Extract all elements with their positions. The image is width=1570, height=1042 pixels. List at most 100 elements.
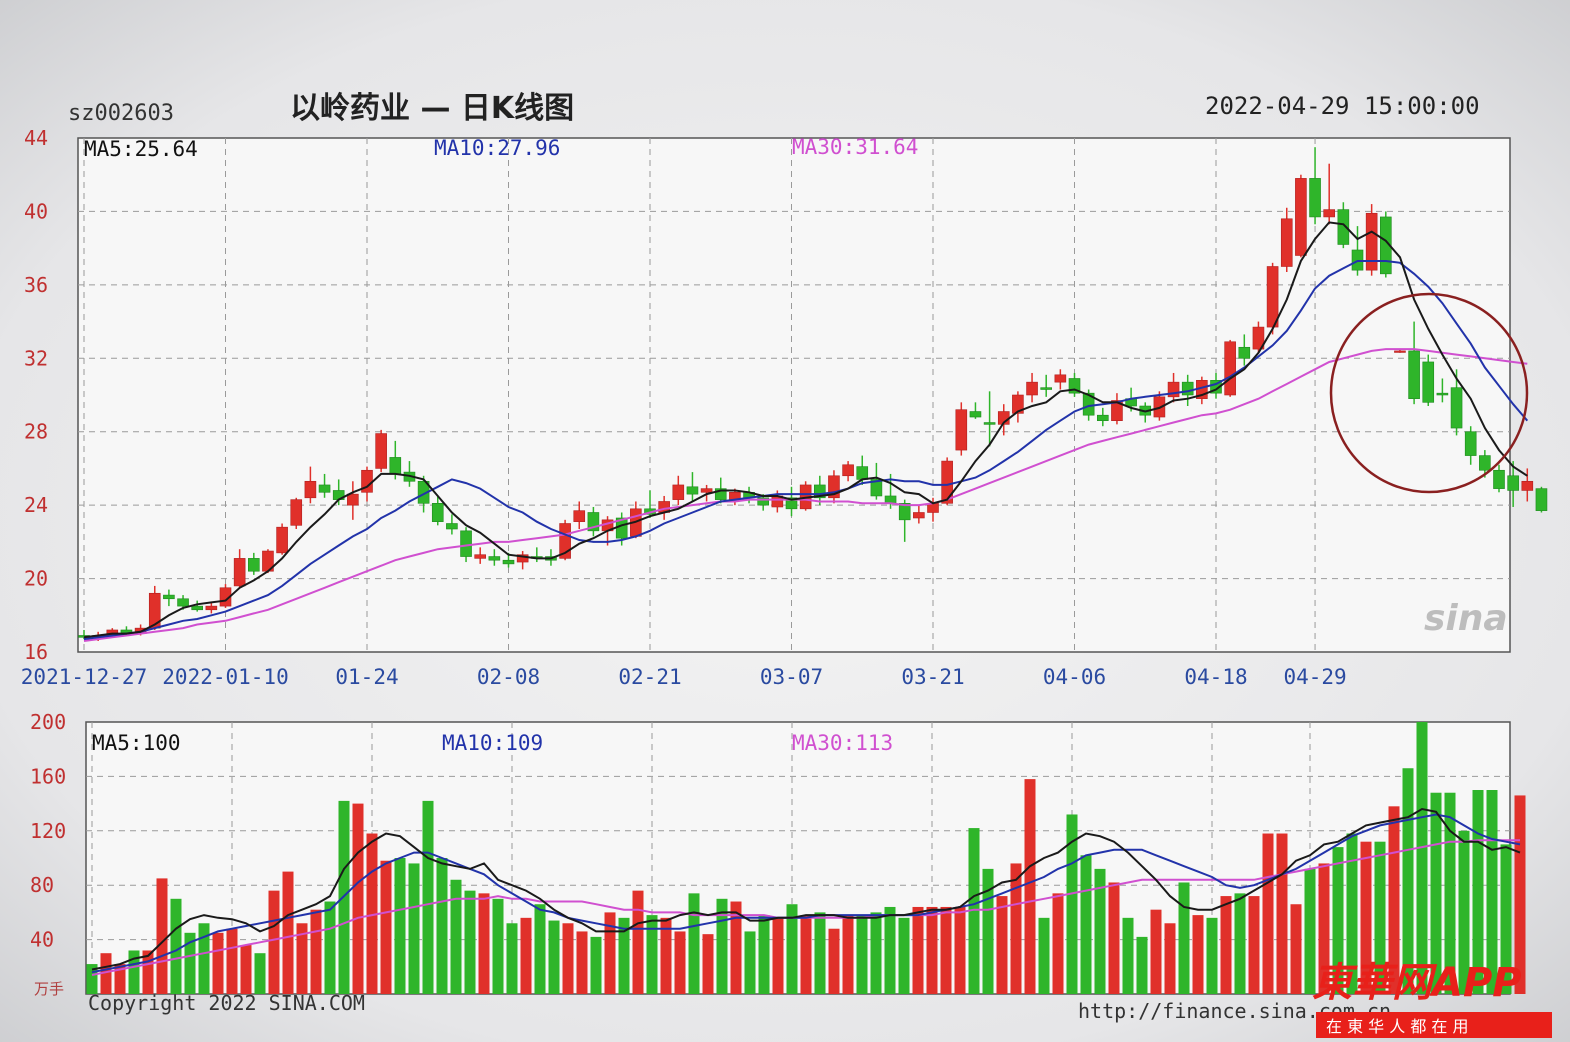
candle-body <box>1054 374 1067 383</box>
price-tick-label: 36 <box>24 273 48 297</box>
volume-bar <box>114 964 126 994</box>
candle-body <box>1422 361 1435 403</box>
volume-ma5-label: MA5:100 <box>92 731 181 755</box>
volume-bar <box>1262 833 1274 994</box>
candle-body <box>1295 178 1307 256</box>
candle-body <box>1238 346 1251 359</box>
volume-bar <box>226 928 238 994</box>
volume-bar <box>1206 917 1218 994</box>
volume-ma-lines <box>91 807 1521 976</box>
volume-bar <box>422 800 434 994</box>
volume-bar <box>352 803 364 994</box>
volume-bar <box>1248 896 1260 994</box>
volume-bar <box>128 950 140 994</box>
volume-bar <box>1318 863 1330 994</box>
price-panel: 16 20 24 28 32 36 40 44 2021-12-27 2022-01-10 01-… <box>21 126 1548 689</box>
volume-bar <box>1332 847 1344 994</box>
candle-body <box>1026 381 1038 396</box>
volume-bar <box>800 915 812 994</box>
price-tick-label: 40 <box>24 199 48 223</box>
candle-body <box>1521 480 1534 491</box>
stock-code: sz002603 <box>68 101 174 126</box>
volume-bar <box>1514 795 1526 994</box>
candle-body <box>955 409 968 451</box>
volume-bar <box>688 893 700 994</box>
volume-tick-label: 80 <box>30 873 54 897</box>
candle-body <box>1082 392 1095 416</box>
volume-bar <box>1122 917 1134 994</box>
date-tick-label: 04-18 <box>1184 665 1247 689</box>
candle-body <box>1181 381 1194 396</box>
volume-bar <box>464 890 476 994</box>
volume-bar <box>1500 844 1512 994</box>
candle-body <box>1111 400 1123 421</box>
price-tick-label: 44 <box>24 126 48 150</box>
price-ma10-label: MA10:27.96 <box>434 136 560 160</box>
volume-bar <box>744 931 756 994</box>
volume-bar <box>954 906 966 994</box>
candle-body <box>1210 380 1222 394</box>
price-ma30-label: MA30:31.64 <box>792 135 918 159</box>
candle-body <box>460 530 472 557</box>
candle-body <box>1309 178 1321 218</box>
volume-bar <box>604 912 616 994</box>
candle-body <box>1493 469 1505 489</box>
volume-bar <box>492 898 504 994</box>
candle-body <box>375 433 387 469</box>
brand-watermark: 東華网APP <box>1312 960 1522 1006</box>
volume-ma10-label: MA10:109 <box>442 731 543 755</box>
candle-body <box>304 480 317 499</box>
volume-bar <box>1164 923 1176 994</box>
volume-bar <box>1234 893 1246 994</box>
volume-unit-label: 万手 <box>34 980 64 998</box>
candle-body <box>276 526 288 554</box>
candle-body <box>1097 414 1109 422</box>
candle-body <box>1167 381 1180 398</box>
volume-bar <box>394 858 406 994</box>
candle-body <box>828 475 840 499</box>
volume-bar <box>296 923 308 994</box>
volume-bar <box>1360 841 1372 994</box>
volume-bar <box>1136 936 1148 994</box>
volume-bar <box>730 901 742 994</box>
candle-body <box>1436 392 1449 396</box>
price-tick-label: 28 <box>24 420 48 444</box>
candle-body <box>1012 394 1024 414</box>
candle-body <box>205 605 218 611</box>
candle-body <box>502 559 515 565</box>
candle-body <box>1464 431 1477 456</box>
brand-slogan: 在 東 华 人 都 在 用 <box>1326 1017 1469 1036</box>
volume-bar <box>254 953 266 994</box>
candle-body <box>884 495 897 504</box>
candle-body <box>813 484 826 499</box>
sina-watermark: sina <box>1424 598 1508 639</box>
price-tick-label: 20 <box>24 567 48 591</box>
candle-body <box>785 497 798 510</box>
date-tick-label: 04-29 <box>1283 665 1346 689</box>
volume-bar <box>212 932 224 994</box>
volume-bar <box>184 932 196 994</box>
price-x-axis: 2021-12-27 2022-01-10 01-24 02-08 02-21 03-07… <box>21 665 1347 689</box>
price-ma5-line <box>83 221 1528 639</box>
volume-bar <box>982 868 994 994</box>
volume-bar <box>884 906 896 994</box>
volume-bar <box>926 906 938 994</box>
volume-bar <box>1094 868 1106 994</box>
candle-body <box>573 510 586 522</box>
volume-bar <box>310 909 322 994</box>
candle-body <box>686 486 699 495</box>
volume-bar <box>1108 882 1120 994</box>
volume-bar <box>940 906 952 994</box>
volume-bar <box>562 923 574 994</box>
volume-bar <box>786 904 798 994</box>
date-tick-label: 03-21 <box>901 665 964 689</box>
volume-bar <box>646 915 658 994</box>
volume-bars <box>86 722 1526 994</box>
date-tick-label: 02-21 <box>618 665 681 689</box>
volume-bar <box>86 964 98 994</box>
price-plot-area <box>77 137 1511 653</box>
volume-bar <box>618 917 630 994</box>
volume-bar <box>716 898 728 994</box>
volume-bar <box>1444 792 1456 994</box>
